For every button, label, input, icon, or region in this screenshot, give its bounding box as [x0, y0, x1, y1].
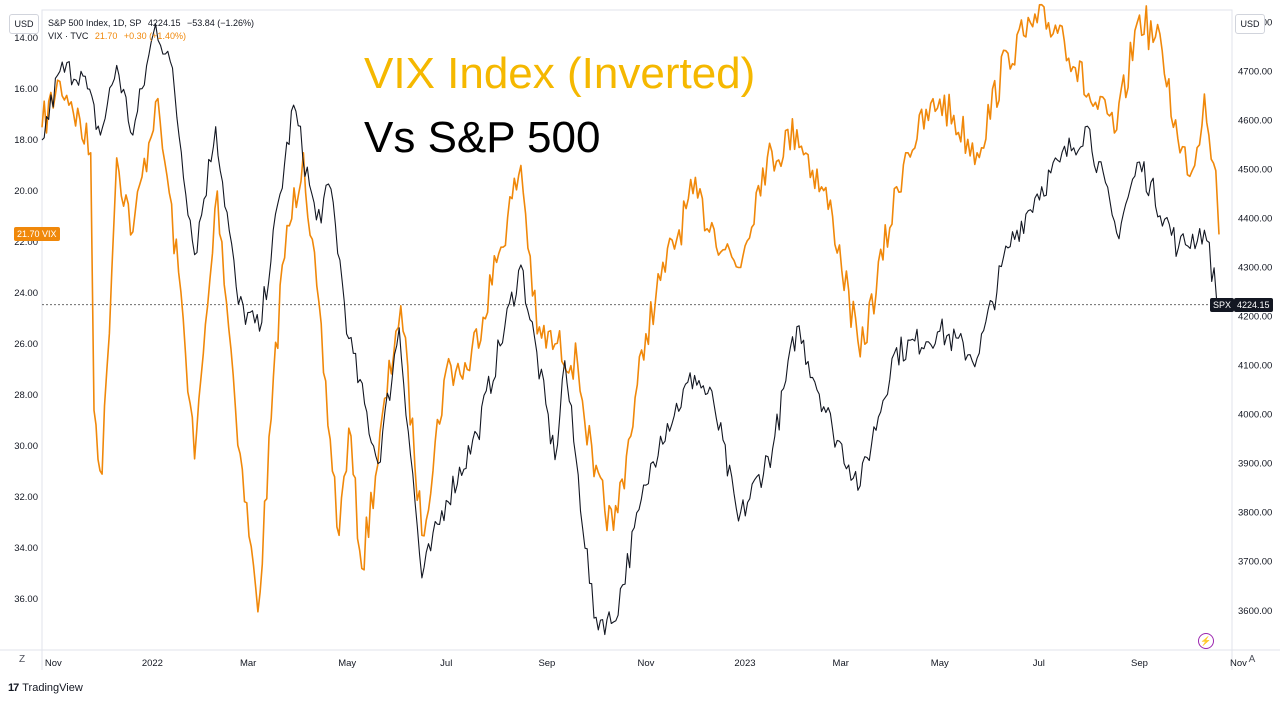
- right-currency-button[interactable]: USD: [1235, 14, 1265, 34]
- title-line-2: Vs S&P 500: [364, 113, 601, 162]
- left-tick-label: 34.00: [14, 543, 38, 554]
- title-line-1: VIX Index (Inverted): [364, 49, 756, 98]
- left-axis-ticks: 14.00 16.00 18.00 20.00 22.00 24.00 26.00 28.00…: [14, 33, 38, 605]
- right-tick-label: 4700.00: [1238, 66, 1272, 77]
- x-tick-label: Jul: [440, 658, 452, 669]
- legend-spx-name: S&P 500 Index, 1D, SP: [48, 18, 142, 28]
- left-tick-label: 18.00: [14, 135, 38, 146]
- legend-spx[interactable]: S&P 500 Index, 1D, SP 4224.15 −53.84 (−1…: [48, 18, 258, 28]
- right-tick-label: 4300.00: [1238, 262, 1272, 273]
- x-tick-label: Sep: [1131, 658, 1148, 669]
- legend-vix[interactable]: VIX · TVC 21.70 +0.30 (+1.40%): [48, 31, 190, 41]
- x-axis-ticks: Nov 2022 Mar May Jul Sep Nov 2023 Mar May Jul Sep No…: [45, 658, 1247, 669]
- vix-price-label: VIX: [42, 229, 57, 240]
- spx-price-value: 4224.15: [1234, 297, 1273, 312]
- right-tick-label: 3900.00: [1238, 459, 1272, 470]
- right-tick-label: 3700.00: [1238, 557, 1272, 568]
- left-tick-label: 14.00: [14, 33, 38, 44]
- auto-scale-button[interactable]: A: [1248, 654, 1256, 665]
- x-tick-label: Nov: [1230, 658, 1247, 669]
- left-tick-label: 30.00: [14, 441, 38, 452]
- x-tick-label: Jul: [1033, 658, 1045, 669]
- vix-price-value: 21.70: [17, 229, 40, 240]
- left-tick-label: 36.00: [14, 594, 38, 605]
- x-tick-label: May: [338, 658, 356, 669]
- legend-vix-name: VIX · TVC: [48, 31, 89, 41]
- right-tick-label: 4400.00: [1238, 213, 1272, 224]
- legend-spx-change: −53.84 (−1.26%): [186, 18, 255, 28]
- spx-line: [41, 23, 1220, 636]
- tradingview-logo-mark: 17: [8, 682, 19, 694]
- lightning-icon[interactable]: ⚡: [1198, 633, 1214, 649]
- tradingview-logo: 17 TradingView: [8, 682, 83, 694]
- legend-spx-value: 4224.15: [147, 18, 181, 28]
- legend-vix-change: +0.30 (+1.40%): [123, 31, 186, 41]
- x-tick-label: Mar: [833, 658, 849, 669]
- left-tick-label: 28.00: [14, 390, 38, 401]
- right-tick-label: 3600.00: [1238, 606, 1272, 617]
- left-tick-label: 24.00: [14, 288, 38, 299]
- x-tick-label: 2023: [734, 658, 755, 669]
- x-tick-label: May: [931, 658, 949, 669]
- left-tick-label: 26.00: [14, 339, 38, 350]
- x-tick-label: Sep: [538, 658, 555, 669]
- left-tick-label: 20.00: [14, 186, 38, 197]
- spx-price-label: SPX: [1210, 297, 1235, 312]
- legend-vix-value: 21.70: [94, 31, 118, 41]
- series-layer: [41, 3, 1220, 636]
- right-tick-label: 4100.00: [1238, 361, 1272, 372]
- right-axis-ticks: 4800.004700.004600.004500.004400.004300.…: [1238, 17, 1272, 617]
- right-tick-label: 3800.00: [1238, 508, 1272, 519]
- left-tick-label: 32.00: [14, 492, 38, 503]
- x-tick-label: Mar: [240, 658, 256, 669]
- right-tick-label: 4500.00: [1238, 164, 1272, 175]
- left-currency-button[interactable]: USD: [9, 14, 39, 34]
- vix-inverted-line: [41, 3, 1220, 613]
- right-tick-label: 4200.00: [1238, 312, 1272, 323]
- right-tick-label: 4600.00: [1238, 115, 1272, 126]
- vix-price-tag: 21.70 VIX: [14, 227, 60, 242]
- x-tick-label: Nov: [45, 658, 62, 669]
- right-tick-label: 4000.00: [1238, 410, 1272, 421]
- x-tick-label: Nov: [637, 658, 654, 669]
- zoom-button[interactable]: Z: [18, 654, 26, 665]
- x-tick-label: 2022: [142, 658, 163, 669]
- left-tick-label: 22.00: [14, 237, 38, 248]
- left-tick-label: 16.00: [14, 84, 38, 95]
- tradingview-logo-text: TradingView: [22, 682, 83, 694]
- plot-frame: [41, 9, 1233, 651]
